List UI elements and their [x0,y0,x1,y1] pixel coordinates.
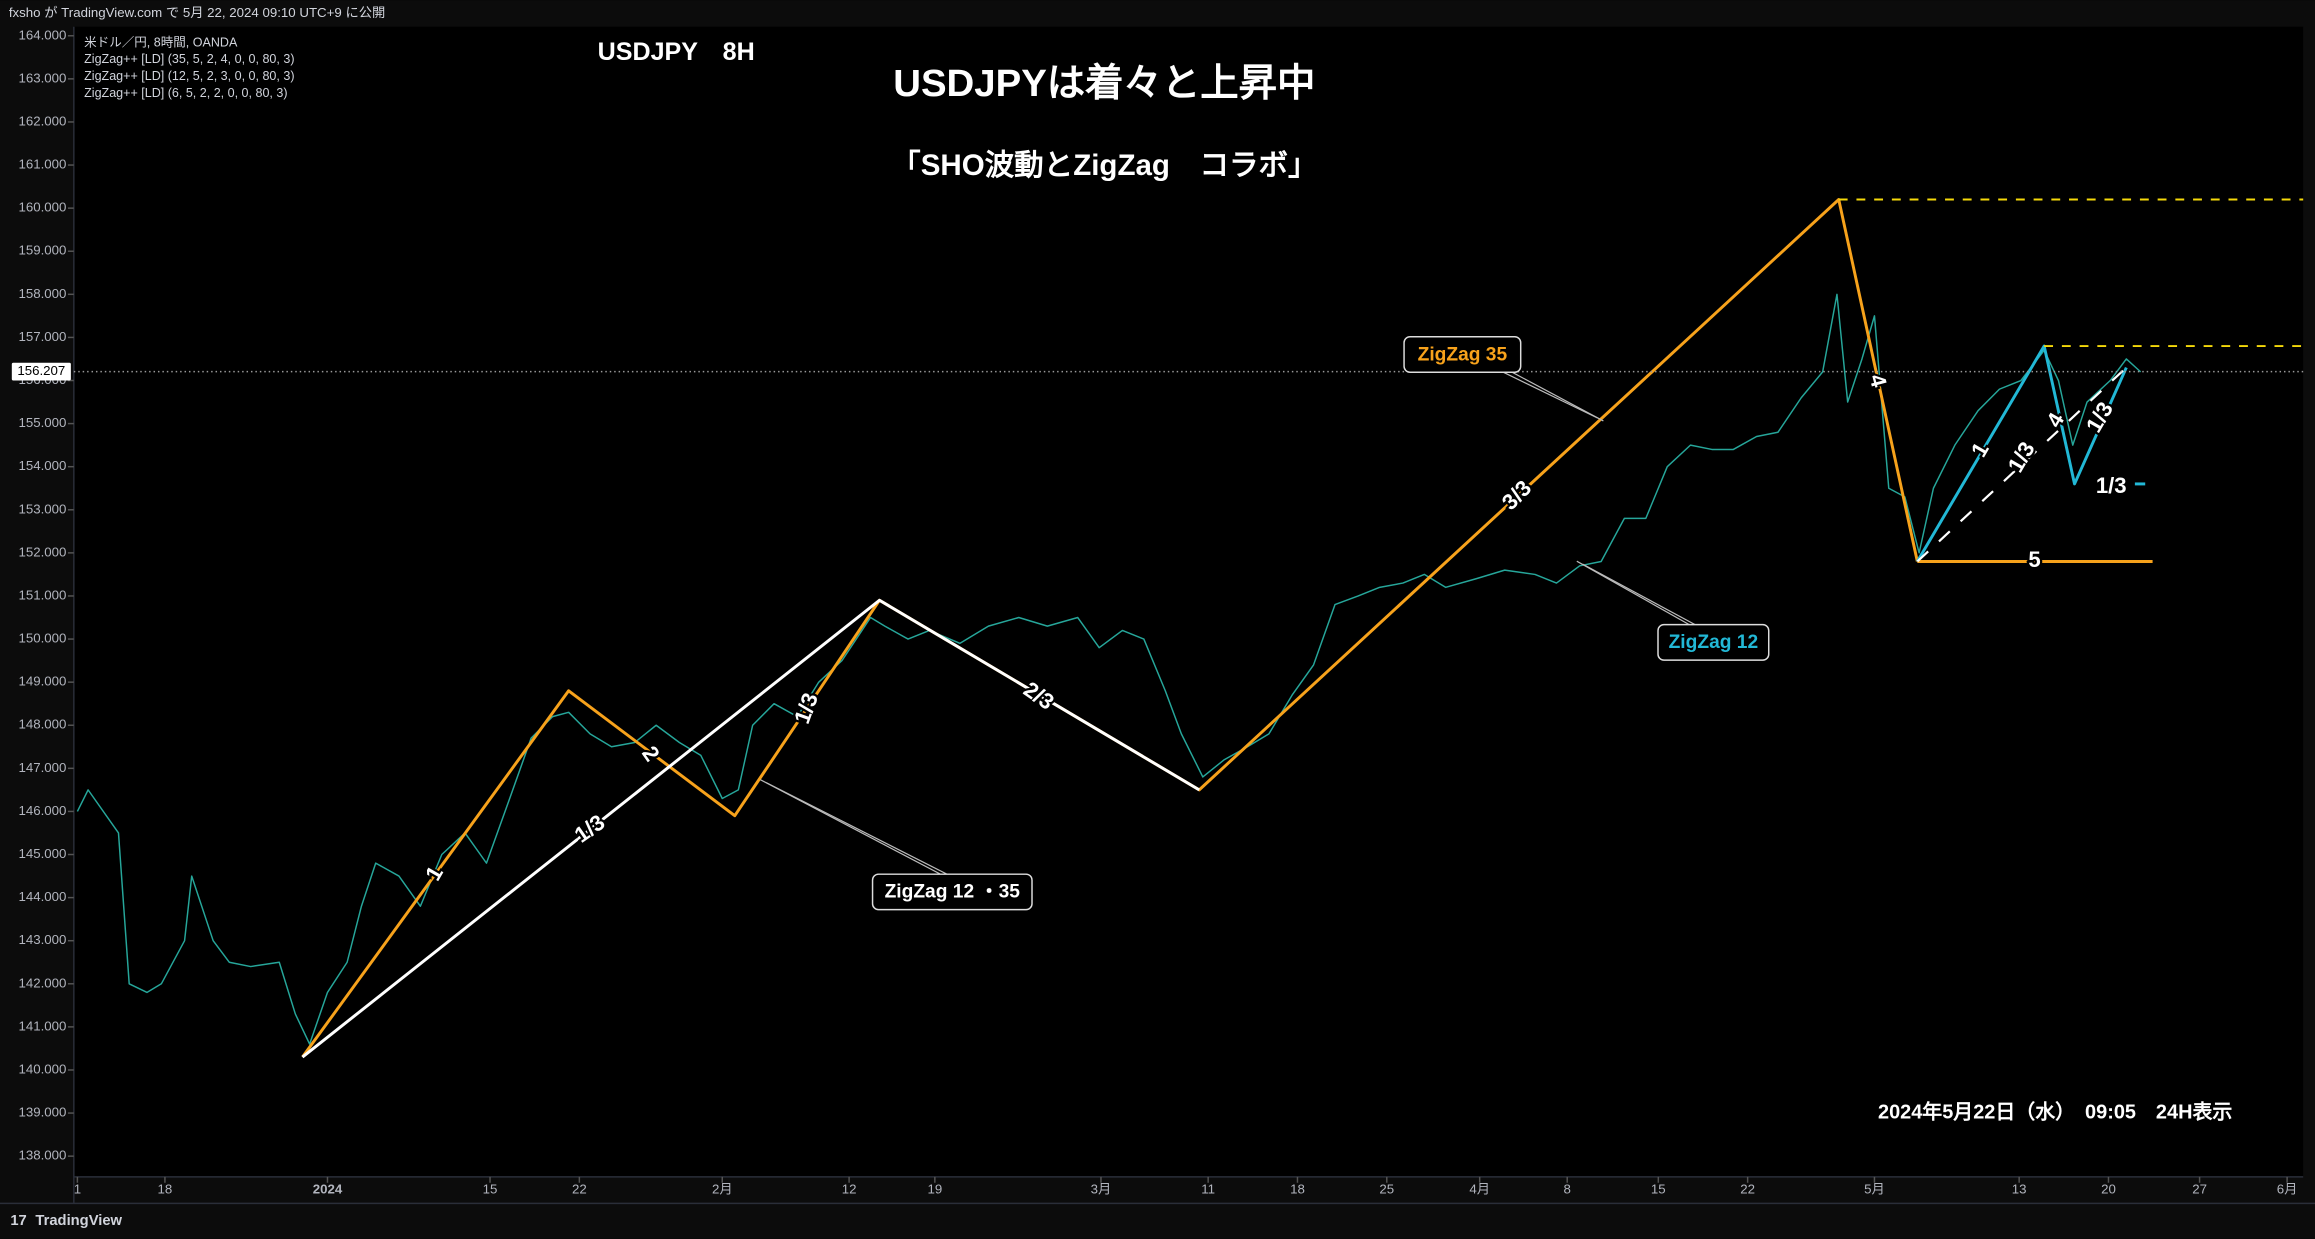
legend-line: ZigZag++ [LD] (35, 5, 2, 4, 0, 0, 80, 3) [84,52,294,66]
callout-box [1657,623,1770,661]
y-tick-label: 160.000 [18,200,66,215]
plot-area [73,26,2304,1177]
y-tick-label: 139.000 [18,1105,66,1120]
callout-leader [1502,371,1598,419]
y-tick-label: 142.000 [18,975,66,990]
x-tick-label: 4月 [1469,1182,1490,1197]
x-tick-label: 5月 [1864,1182,1885,1197]
y-tick-label: 162.000 [18,113,66,128]
legend-line: 米ドル／円, 8時間, OANDA [84,35,238,49]
x-tick-label: 11 [1201,1182,1215,1197]
y-tick-label: 157.000 [18,329,66,344]
x-tick-label: 8 [1564,1182,1571,1197]
x-tick-label: 6月 [2277,1182,2298,1197]
x-tick-label: 3月 [1091,1182,1112,1197]
x-tick-label: 18 [158,1182,173,1197]
legend-entry: ZigZag 12 [1669,632,1759,653]
chart-subtitle: 「SHO波動とZigZag コラボ」 [891,149,1317,182]
x-tick-label: 15 [1651,1182,1666,1197]
x-tick-label: 25 [1379,1182,1394,1197]
symbol-label: USDJPY 8H [598,38,755,66]
y-tick-label: 140.000 [18,1061,66,1076]
zigzag-line [1916,344,2128,563]
x-tick-label: 13 [2012,1182,2027,1197]
legend-entry: ZigZag 35 [1418,344,1508,365]
price-line [76,293,2142,1045]
y-tick-label: 153.000 [18,501,66,516]
x-tick-label: 27 [2192,1182,2207,1197]
x-tick-label: 22 [1740,1182,1755,1197]
x-tick-label: 2月 [712,1182,733,1197]
wave-label: 1/3 [2096,473,2127,498]
legend-line: ZigZag++ [LD] (6, 5, 2, 2, 0, 0, 80, 3) [84,86,287,100]
last-price-label: 156.207 [17,363,65,378]
x-tick-label: 12 [842,1182,857,1197]
y-tick-label: 151.000 [18,587,66,602]
x-tick-label: 1 [74,1182,81,1197]
y-tick-label: 163.000 [18,70,66,85]
y-tick-label: 148.000 [18,717,66,732]
y-tick-label: 152.000 [18,544,66,559]
callout-leader [1511,371,1604,422]
y-tick-label: 159.000 [18,243,66,258]
publisher: fxsho が TradingView.com で 5月 22, 2024 09… [9,5,385,20]
last-price-tag [11,362,71,381]
y-tick-label: 158.000 [18,286,66,301]
y-tick-label: 147.000 [18,760,66,775]
trend-line [1916,366,2128,563]
y-tick-label: 155.000 [18,415,66,430]
x-tick-label: 22 [572,1182,587,1197]
brand-logo: 17 [10,1213,26,1229]
y-tick-label: 154.000 [18,458,66,473]
y-tick-label: 150.000 [18,631,66,646]
x-tick-label: 15 [483,1182,498,1197]
y-tick-label: 161.000 [18,157,66,172]
callout-box [1403,336,1522,373]
legend-line: ZigZag++ [LD] (12, 5, 2, 3, 0, 0, 80, 3) [84,69,294,83]
y-tick-label: 149.000 [18,674,66,689]
x-tick-label: 19 [927,1182,942,1197]
y-tick-label: 143.000 [18,932,66,947]
zigzag-line [301,598,1200,1059]
x-tick-label: 18 [1290,1182,1305,1197]
legend-entry: ZigZag 12 ・35 [885,882,1021,903]
y-tick-label: 164.000 [18,27,66,42]
y-tick-label: 144.000 [18,889,66,904]
x-tick-label: 2024 [313,1182,343,1197]
y-tick-label: 145.000 [18,846,66,861]
wave-label: 5 [2028,547,2040,572]
chart-title: USDJPYは着々と上昇中 [893,62,1315,105]
y-tick-label: 141.000 [18,1018,66,1033]
note: 2024年5月22日（水） 09:05 24H表示 [1878,1100,2232,1124]
y-tick-label: 138.000 [18,1148,66,1163]
x-tick-label: 20 [2101,1182,2116,1197]
callout-box [871,873,1033,911]
y-tick-label: 146.000 [18,803,66,818]
brand: TradingView [35,1213,122,1229]
